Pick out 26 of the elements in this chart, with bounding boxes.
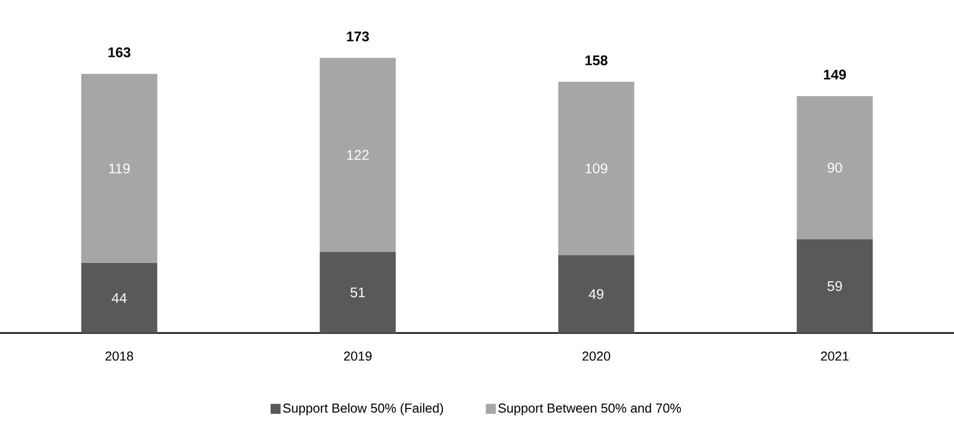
bar — [796, 239, 873, 333]
total-label: 158 — [585, 55, 608, 66]
legend-label: Support Below 50% (Failed) — [283, 403, 443, 416]
bar — [558, 82, 634, 256]
total-label: 149 — [824, 70, 846, 80]
bar — [320, 252, 396, 333]
bar — [796, 96, 873, 240]
x-tick-label: 2021 — [821, 352, 849, 361]
data-label: 51 — [350, 288, 365, 298]
bar — [81, 74, 158, 264]
total-label: 173 — [346, 32, 369, 42]
x-tick-label: 2019 — [344, 352, 372, 361]
legend-label: Support Between 50% and 70% — [498, 403, 681, 416]
x-tick-label: 2020 — [582, 352, 610, 361]
data-label: 59 — [828, 281, 842, 292]
x-tick-label: 2018 — [106, 352, 134, 361]
data-label: 44 — [112, 293, 127, 303]
data-label: 109 — [586, 163, 608, 174]
data-label: 119 — [109, 163, 130, 174]
data-label: 49 — [588, 289, 604, 299]
data-label: 90 — [828, 162, 842, 173]
data-label: 122 — [347, 150, 369, 160]
bar — [320, 58, 396, 252]
total-label: 163 — [108, 47, 130, 58]
bar — [81, 263, 158, 333]
bar — [558, 255, 634, 333]
